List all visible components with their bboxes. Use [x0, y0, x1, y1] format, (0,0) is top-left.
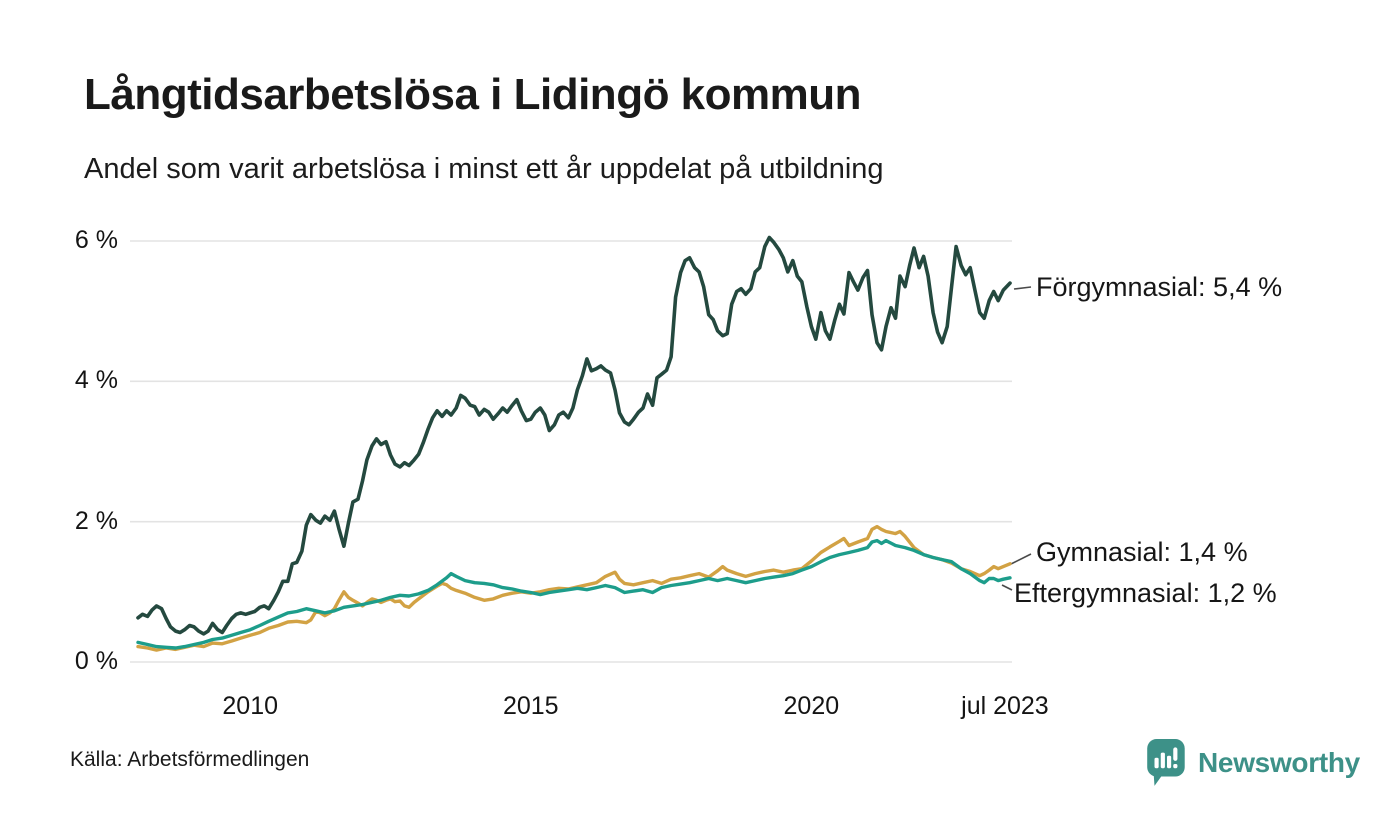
newsworthy-logo: Newsworthy	[1146, 738, 1360, 788]
y-axis-tick-6: 6 %	[74, 226, 118, 254]
chart-subtitle: Andel som varit arbetslösa i minst ett å…	[84, 153, 884, 185]
source-credit: Källa: Arbetsförmedlingen	[70, 748, 310, 771]
gridlines	[130, 240, 1012, 663]
series-gymnasial-line	[136, 524, 1012, 652]
x-axis-tick-jul2023: jul 2023	[961, 692, 1049, 720]
page-title: Långtidsarbetslösa i Lidingö kommun	[84, 70, 862, 119]
x-axis-tick-2020: 2020	[783, 692, 840, 720]
series-forgymnasial-line	[136, 235, 1012, 636]
y-axis-tick-0: 0 %	[74, 647, 118, 675]
y-axis-tick-4: 4 %	[74, 366, 118, 395]
newsworthy-logo-text: Newsworthy	[1198, 747, 1360, 778]
x-axis-tick-2015: 2015	[502, 692, 559, 720]
label-connectors	[1001, 286, 1032, 591]
series-label-forgymnasial: Förgymnasial: 5,4 %	[1036, 272, 1283, 303]
x-axis-tick-2010: 2010	[222, 692, 279, 720]
y-axis-tick-2: 2 %	[74, 506, 118, 535]
series-eftergymnasial-line	[136, 538, 1012, 650]
series-label-gymnasial: Gymnasial: 1,4 %	[1036, 536, 1248, 567]
newsworthy-logo-icon	[1147, 739, 1185, 786]
series-label-eftergymnasial: Eftergymnasial: 1,2 %	[1014, 577, 1277, 608]
